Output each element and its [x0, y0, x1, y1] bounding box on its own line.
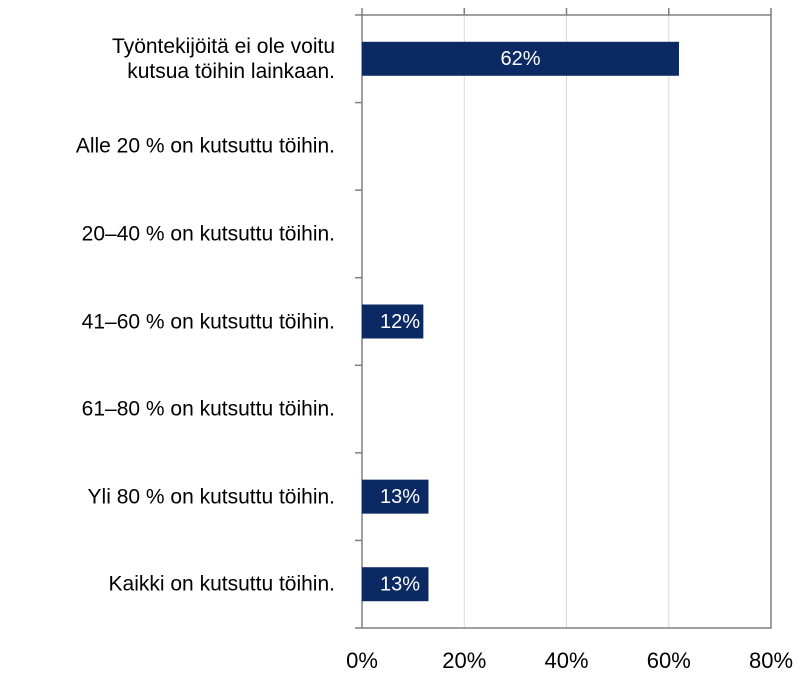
category-label: Yli 80 % on kutsuttu töihin.	[87, 485, 335, 509]
x-tick-label: 40%	[544, 648, 588, 673]
value-label: 62%	[500, 48, 540, 70]
value-label: 13%	[380, 573, 420, 595]
category-label: 61–80 % on kutsuttu töihin.	[81, 397, 335, 421]
value-label: 13%	[380, 486, 420, 508]
bar	[362, 479, 429, 514]
bar	[362, 304, 424, 339]
value-label: 12%	[380, 311, 420, 333]
category-label: Työntekijöitä ei ole voitu kutsua töihin…	[112, 34, 335, 83]
bar	[362, 567, 429, 602]
category-label: 41–60 % on kutsuttu töihin.	[81, 310, 335, 333]
x-tick-label: 0%	[346, 648, 378, 673]
category-label: 20–40 % on kutsuttu töihin.	[81, 222, 335, 246]
category-label: Alle 20 % on kutsuttu töihin.	[75, 134, 335, 158]
x-tick-label: 80%	[749, 648, 793, 673]
category-label: Kaikki on kutsuttu töihin.	[108, 572, 335, 596]
bar	[362, 41, 679, 76]
x-tick-label: 60%	[647, 648, 691, 673]
x-tick-label: 20%	[442, 648, 486, 673]
